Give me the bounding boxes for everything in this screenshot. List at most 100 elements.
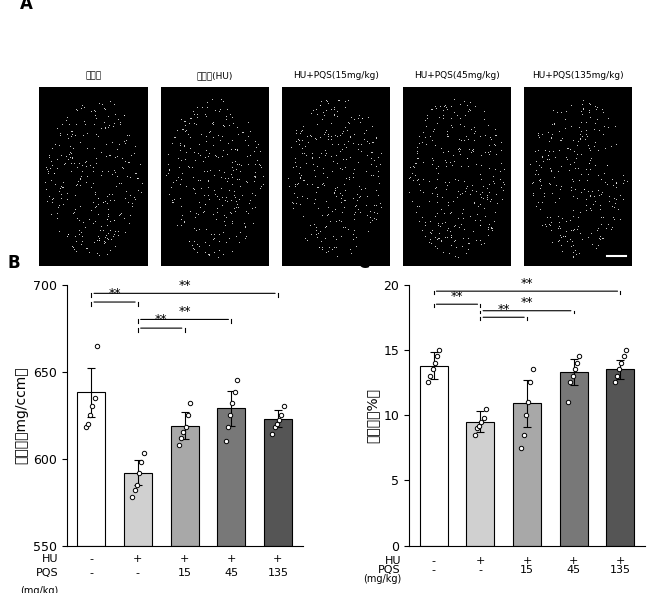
Point	[442, 225, 452, 234]
Point	[593, 170, 603, 180]
Point	[173, 172, 184, 181]
Point	[185, 398, 196, 407]
Point	[239, 234, 250, 243]
Point	[96, 170, 107, 180]
Point	[43, 167, 53, 176]
Point	[533, 175, 544, 184]
Point	[497, 195, 507, 204]
Point	[370, 215, 381, 224]
Point	[456, 219, 466, 228]
Text: 135: 135	[610, 565, 631, 575]
Point	[313, 243, 324, 252]
Point	[440, 101, 451, 110]
Point	[345, 131, 356, 141]
Point	[555, 136, 566, 145]
Point	[425, 234, 436, 243]
Point	[297, 191, 308, 200]
Point	[568, 211, 579, 221]
Point	[231, 174, 242, 183]
Point	[192, 247, 202, 256]
Point	[41, 162, 52, 172]
Point	[533, 169, 543, 178]
Point	[73, 177, 84, 186]
Point	[329, 102, 339, 111]
Point	[102, 234, 112, 243]
Point	[295, 170, 306, 180]
Point	[431, 183, 442, 192]
Point	[591, 104, 601, 114]
Point	[483, 230, 493, 240]
Point	[176, 433, 186, 442]
Point	[217, 97, 228, 106]
Point	[119, 193, 130, 202]
Point	[355, 184, 366, 194]
Point	[70, 120, 81, 129]
Point	[250, 167, 261, 177]
Point	[464, 145, 475, 154]
Point	[331, 242, 341, 251]
Point	[103, 122, 114, 132]
Point	[81, 143, 92, 152]
Point	[329, 104, 340, 114]
Point	[357, 113, 368, 123]
Point	[563, 165, 574, 174]
Point	[43, 168, 53, 178]
Point	[373, 190, 384, 199]
Point	[205, 165, 215, 174]
Point	[307, 179, 317, 189]
Point	[585, 228, 596, 238]
Point	[336, 190, 347, 200]
Point	[453, 144, 464, 154]
Point	[469, 122, 479, 131]
Point	[348, 172, 358, 181]
Point	[114, 117, 125, 127]
Point	[227, 247, 237, 256]
Point	[420, 121, 431, 130]
Point	[543, 150, 553, 160]
Point	[548, 146, 559, 155]
Point	[200, 224, 211, 233]
Point	[91, 235, 102, 244]
Point	[88, 197, 98, 206]
Point	[413, 153, 424, 162]
Point	[247, 188, 257, 197]
Point	[323, 98, 334, 107]
Point	[84, 247, 94, 256]
Point	[480, 147, 491, 157]
Point	[62, 195, 72, 204]
Point	[225, 196, 236, 205]
Point	[462, 233, 473, 243]
Point	[217, 131, 227, 141]
Point	[583, 169, 594, 178]
Point	[91, 201, 102, 211]
Point	[102, 198, 112, 208]
Point	[203, 250, 214, 260]
Point	[243, 159, 253, 168]
Point	[545, 212, 556, 221]
Point	[446, 113, 456, 123]
Point	[269, 423, 280, 432]
Point	[418, 127, 428, 137]
Point	[172, 125, 183, 135]
Point	[566, 182, 577, 192]
Point	[336, 197, 346, 207]
Point	[316, 179, 327, 189]
Point	[111, 144, 122, 153]
Point	[301, 193, 312, 203]
Point	[528, 190, 539, 199]
Point	[415, 186, 426, 195]
Point	[600, 143, 610, 152]
Point	[489, 178, 499, 188]
Point	[596, 189, 606, 199]
Point	[210, 214, 221, 224]
Text: **: **	[108, 287, 121, 300]
Point	[230, 202, 241, 212]
Point	[76, 160, 87, 170]
Point	[417, 212, 428, 221]
Point	[438, 208, 449, 218]
Point	[587, 186, 597, 196]
Point	[242, 151, 253, 161]
Point	[179, 117, 190, 126]
Point	[498, 185, 509, 195]
Point	[233, 174, 244, 183]
